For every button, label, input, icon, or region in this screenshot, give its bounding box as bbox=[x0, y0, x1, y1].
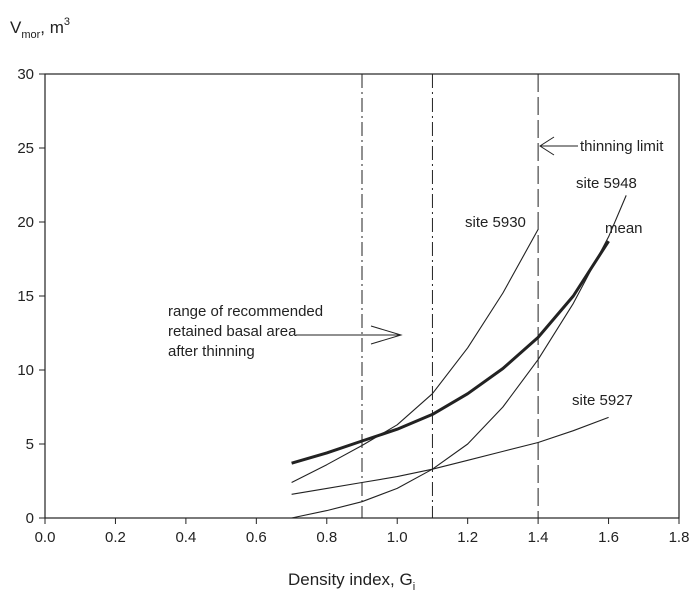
label-site-5930: site 5930 bbox=[465, 214, 526, 231]
thinning-limit-label: thinning limit bbox=[580, 138, 664, 155]
x-axis-title: Density index, Gi bbox=[288, 570, 415, 592]
x-tick-label: 0.2 bbox=[105, 529, 126, 546]
x-tick-label: 1.8 bbox=[669, 529, 690, 546]
x-tick-label: 1.0 bbox=[387, 529, 408, 546]
label-site-5948: site 5948 bbox=[576, 175, 637, 192]
range-label-line-1: range of recommended bbox=[168, 303, 323, 320]
label-site-5927: site 5927 bbox=[572, 392, 633, 409]
y-axis: 0 5 10 15 20 25 30 bbox=[17, 66, 45, 527]
x-axis: 0.0 0.2 0.4 0.6 0.8 1.0 1.2 1.4 1.6 1.8 bbox=[35, 518, 690, 546]
x-tick-label: 1.6 bbox=[598, 529, 619, 546]
y-axis-title: Vmor, m3 bbox=[10, 16, 70, 41]
y-tick-label: 20 bbox=[17, 214, 34, 231]
label-mean: mean bbox=[605, 220, 643, 237]
y-tick-label: 30 bbox=[17, 66, 34, 83]
range-label-line-3: after thinning bbox=[168, 343, 255, 360]
x-tick-label: 0.8 bbox=[316, 529, 337, 546]
x-tick-label: 0.0 bbox=[35, 529, 56, 546]
y-tick-label: 0 bbox=[26, 510, 34, 527]
series-lines bbox=[291, 195, 627, 519]
y-tick-label: 5 bbox=[26, 436, 34, 453]
range-arrow bbox=[296, 325, 403, 345]
y-tick-label: 10 bbox=[17, 362, 34, 379]
range-label-line-2: retained basal area bbox=[168, 323, 297, 340]
series-line-mean bbox=[291, 240, 610, 465]
x-tick-label: 0.6 bbox=[246, 529, 267, 546]
thinning-limit-arrow bbox=[539, 136, 578, 156]
x-tick-label: 0.4 bbox=[175, 529, 196, 546]
x-tick-label: 1.4 bbox=[528, 529, 549, 546]
series-line-site-5930 bbox=[291, 229, 539, 483]
x-tick-label: 1.2 bbox=[457, 529, 478, 546]
y-tick-label: 15 bbox=[17, 288, 34, 305]
series-line-site-5948 bbox=[291, 195, 627, 519]
reference-lines bbox=[361, 74, 539, 518]
series-line-site-5927 bbox=[291, 416, 609, 495]
y-tick-label: 25 bbox=[17, 140, 34, 157]
